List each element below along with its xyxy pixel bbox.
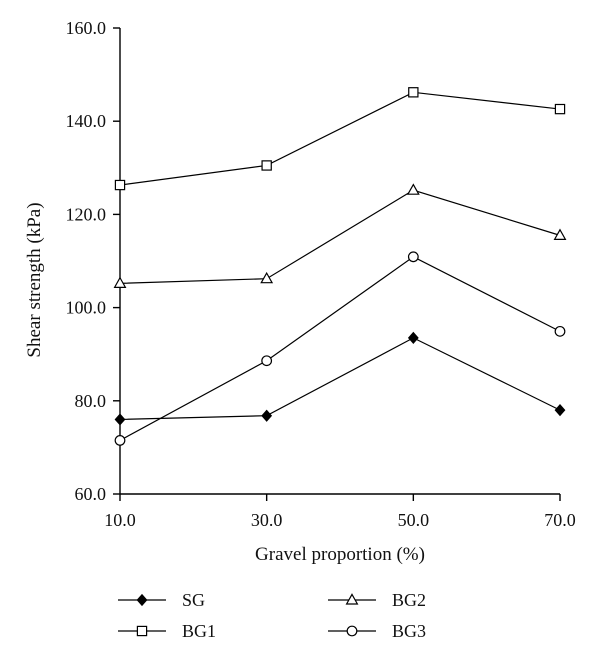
data-point-bg1 bbox=[261, 160, 272, 171]
data-point-bg1 bbox=[554, 103, 566, 115]
legend-label-bg3: BG3 bbox=[392, 621, 426, 641]
legend-marker-sg bbox=[136, 593, 148, 607]
legend-marker-bg1 bbox=[136, 625, 148, 637]
data-point-bg2 bbox=[260, 271, 274, 284]
plot-area: 60.0 80.0 100.0 120.0 140.0 160.0 10.0 30.0 50.0… bbox=[66, 18, 576, 530]
y-tick-label: 160.0 bbox=[66, 18, 107, 38]
x-tick-label: 30.0 bbox=[251, 510, 283, 530]
legend-label-sg: SG bbox=[182, 590, 205, 610]
data-point-sg bbox=[407, 331, 419, 344]
legend: SG BG1 BG2 BG3 bbox=[118, 590, 426, 641]
x-tick-label: 50.0 bbox=[398, 510, 430, 530]
x-tick-label: 70.0 bbox=[544, 510, 576, 530]
y-tick-label: 80.0 bbox=[75, 391, 107, 411]
data-point-bg2 bbox=[553, 228, 567, 240]
x-tick-label: 10.0 bbox=[104, 510, 136, 530]
series-line-bg3 bbox=[119, 256, 561, 441]
data-point-sg bbox=[554, 404, 566, 417]
series-line-bg2 bbox=[119, 189, 561, 284]
legend-label-bg2: BG2 bbox=[392, 590, 426, 610]
legend-marker-bg2 bbox=[345, 593, 359, 605]
data-point-bg1 bbox=[408, 87, 419, 98]
y-tick-label: 120.0 bbox=[66, 204, 107, 224]
data-point-sg bbox=[261, 409, 273, 422]
data-point-bg2 bbox=[113, 276, 127, 288]
data-point-bg3 bbox=[407, 251, 419, 263]
data-point-sg bbox=[114, 413, 126, 426]
legend-marker-bg3 bbox=[346, 625, 358, 637]
data-point-bg2 bbox=[406, 183, 420, 195]
y-tick-label: 140.0 bbox=[66, 111, 107, 131]
series-line-bg1 bbox=[119, 91, 561, 186]
data-point-bg3 bbox=[261, 355, 273, 367]
y-axis-label: Shear strength (kPa) bbox=[24, 202, 45, 357]
legend-label-bg1: BG1 bbox=[182, 621, 216, 641]
y-tick-label: 60.0 bbox=[75, 484, 107, 504]
data-point-bg1 bbox=[114, 179, 126, 191]
series-line-sg bbox=[119, 337, 561, 421]
data-point-bg3 bbox=[114, 435, 126, 446]
data-point-bg3 bbox=[554, 325, 566, 337]
x-axis-label: Gravel proportion (%) bbox=[255, 544, 425, 565]
y-tick-label: 100.0 bbox=[66, 298, 107, 318]
